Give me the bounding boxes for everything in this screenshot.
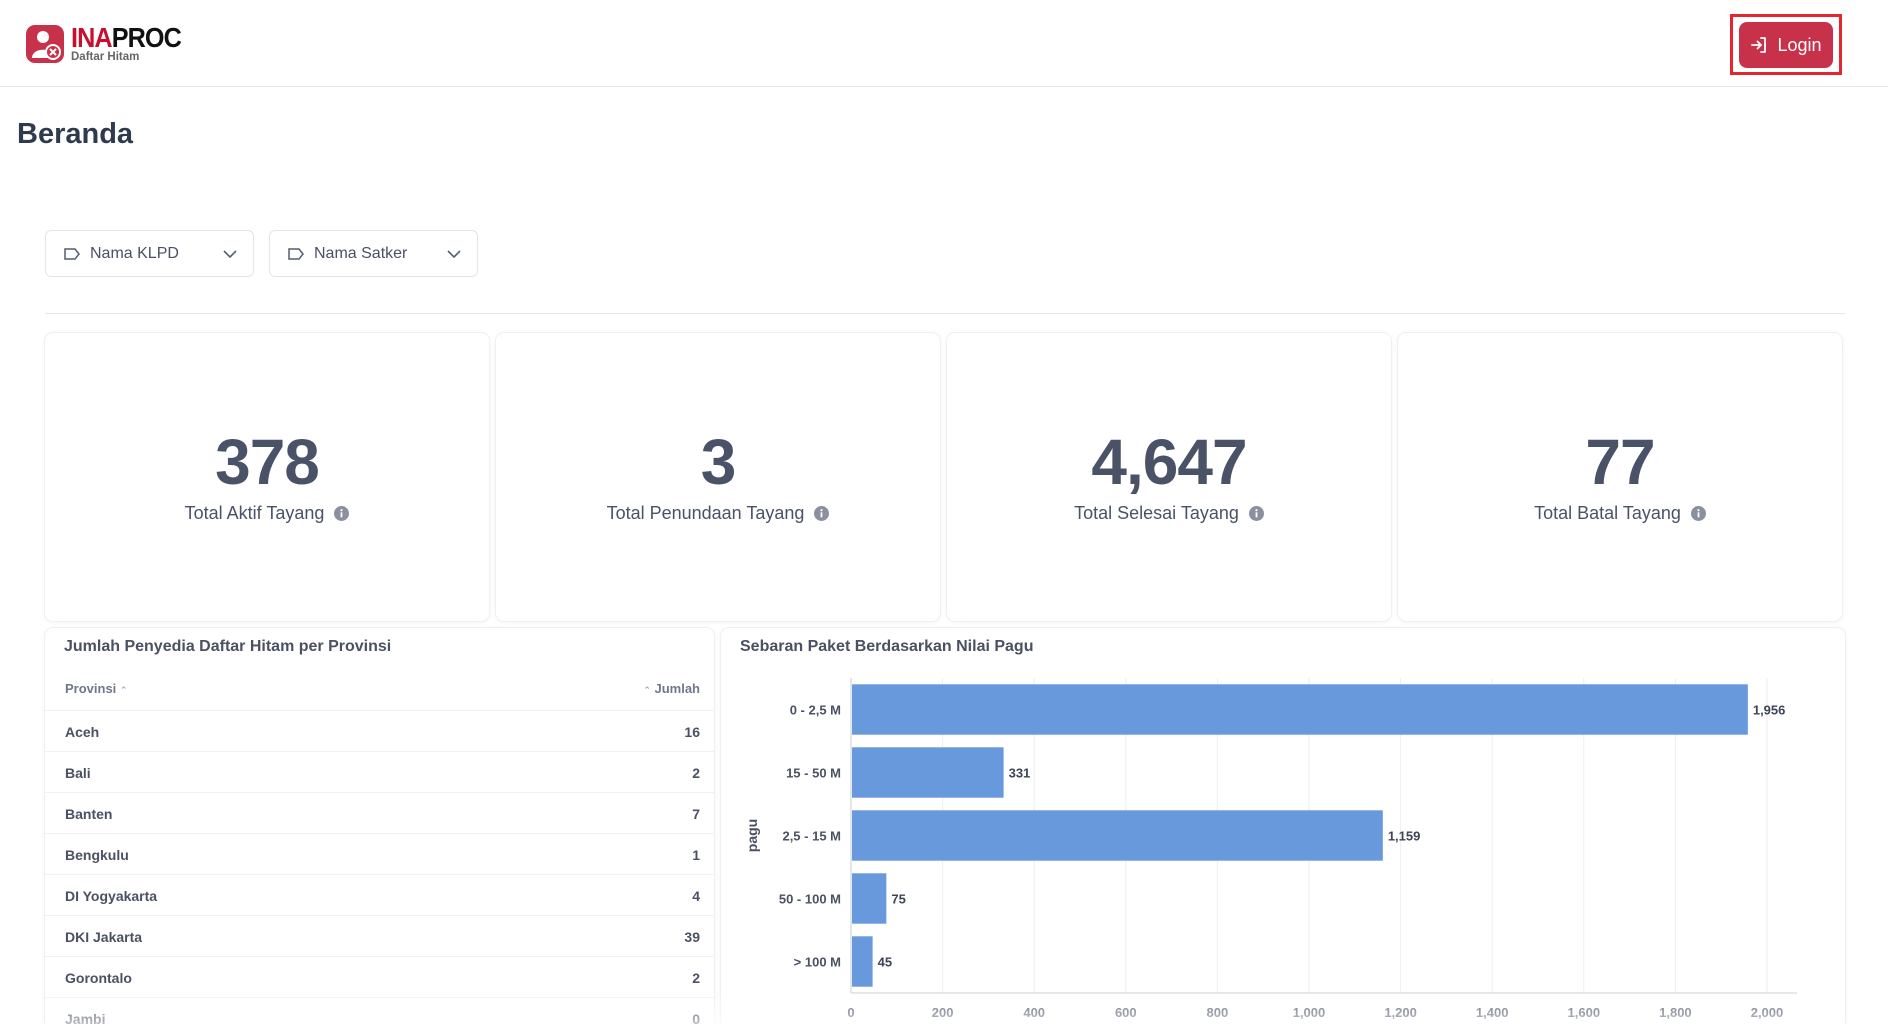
category-label: 2,5 - 15 M [782,829,841,844]
info-icon[interactable] [1690,506,1706,521]
panel-title: Jumlah Penyedia Daftar Hitam per Provins… [64,638,392,655]
chevron-down-icon [223,249,237,258]
login-label: Login [1777,34,1822,55]
x-tick-label: 400 [1023,1005,1045,1020]
chevron-down-icon [447,249,461,258]
stat-card-penundaan: 3 Total Penundaan Tayang [496,333,940,621]
panel-title: Sebaran Paket Berdasarkan Nilai Pagu [740,638,1034,655]
x-tick-label: 2,000 [1751,1005,1784,1020]
stat-label: Total Batal Tayang [1534,503,1681,523]
bar[interactable] [852,936,873,987]
section-divider [45,313,1845,314]
x-tick-label: 0 [847,1005,854,1020]
sort-up-icon: ⌃ [119,685,128,695]
bar[interactable] [852,684,1748,735]
stat-value: 77 [1585,426,1655,498]
stat-label: Total Selesai Tayang [1074,503,1239,523]
logo-title: INAPROC [71,22,182,53]
stat-card-aktif: 378 Total Aktif Tayang [45,333,489,621]
sort-up-icon: ⌃ [643,685,651,695]
y-axis-title: pagu [744,819,760,852]
bar[interactable] [852,810,1383,861]
x-tick-label: 1,400 [1476,1005,1509,1020]
filter-label: Nama Satker [314,244,408,262]
x-tick-label: 800 [1207,1005,1229,1020]
filter-nama-satker[interactable]: Nama Satker [269,230,478,277]
category-label: > 100 M [794,955,841,970]
stat-card-batal: 77 Total Batal Tayang [1398,333,1842,621]
stat-label-row: Total Batal Tayang [1398,503,1842,524]
tag-icon [64,247,80,260]
table-row[interactable]: Gorontalo 2 [45,956,714,997]
table-row[interactable]: DKI Jakarta 39 [45,915,714,956]
category-label: 50 - 100 M [779,892,841,907]
table-row[interactable]: Jambi 0 [45,997,714,1024]
x-tick-label: 1,600 [1568,1005,1601,1020]
data-label: 1,159 [1388,829,1421,844]
logo-text: INAPROC Daftar Hitam [71,22,193,64]
tag-icon [288,247,304,260]
logo-icon [26,24,64,63]
stat-label-row: Total Penundaan Tayang [496,503,940,524]
x-tick-label: 1,800 [1659,1005,1692,1020]
login-highlight-outline [1730,14,1842,75]
login-button[interactable]: Login [1739,22,1833,68]
x-tick-label: 1,000 [1293,1005,1326,1020]
table-row[interactable]: Banten 7 [45,792,714,833]
logo-subtitle: Daftar Hitam [71,51,140,63]
info-icon[interactable] [334,506,350,521]
data-label: 45 [878,955,892,970]
login-icon [1751,37,1767,53]
table-row[interactable]: Bengkulu 1 [45,833,714,874]
info-icon[interactable] [814,506,830,521]
table-header: Provinsi ⌃ ⌃ Jumlah [45,673,714,703]
bar-chart: 0 200 400 600 800 1,000 1,200 1,400 1,600 1,800 2,… [744,678,1797,1020]
stat-label-row: Total Aktif Tayang [45,503,489,524]
category-label: 0 - 2,5 M [790,703,841,718]
column-header-jumlah[interactable]: ⌃ Jumlah [643,681,700,696]
stat-label: Total Aktif Tayang [184,503,325,523]
category-label: 15 - 50 M [786,766,841,781]
info-icon[interactable] [1248,506,1264,521]
province-table-panel: Jumlah Penyedia Daftar Hitam per Provins… [45,628,714,1024]
stat-label-row: Total Selesai Tayang [947,503,1391,524]
x-tick-label: 1,200 [1384,1005,1417,1020]
x-tick-label: 600 [1115,1005,1137,1020]
data-label: 1,956 [1753,703,1786,718]
table-row[interactable]: Aceh 16 [45,710,714,751]
stat-label: Total Penundaan Tayang [606,503,805,523]
inaproc-logo[interactable]: INAPROC Daftar Hitam [26,24,193,63]
page-title: Beranda [17,118,134,150]
bar[interactable] [852,873,887,924]
top-header: INAPROC Daftar Hitam Login [0,0,1888,87]
stat-value: 3 [700,426,737,498]
table-row[interactable]: Bali 2 [45,751,714,792]
stat-value: 378 [215,426,320,498]
chart-panel: Sebaran Paket Berdasarkan Nilai Pagu 0 20… [721,628,1845,1024]
x-tick-label: 200 [932,1005,954,1020]
filter-nama-klpd[interactable]: Nama KLPD [45,230,254,277]
filter-label: Nama KLPD [90,244,179,262]
bar[interactable] [852,747,1004,798]
stat-card-selesai: 4,647 Total Selesai Tayang [947,333,1391,621]
table-row[interactable]: DI Yogyakarta 4 [45,874,714,915]
data-label: 75 [891,892,905,907]
column-header-provinsi[interactable]: Provinsi ⌃ [65,681,128,696]
data-label: 331 [1009,766,1031,781]
stat-value: 4,647 [1091,426,1247,498]
